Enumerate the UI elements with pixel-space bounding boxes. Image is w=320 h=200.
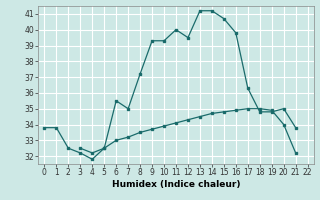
X-axis label: Humidex (Indice chaleur): Humidex (Indice chaleur): [112, 180, 240, 189]
